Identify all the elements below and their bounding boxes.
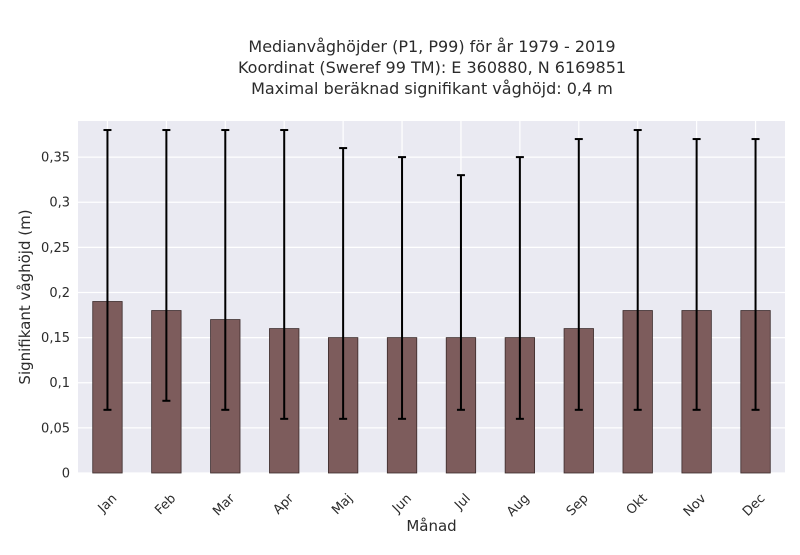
chart-title-line: Medianvåghöjder (P1, P99) för år 1979 - … [248,37,615,56]
y-tick-label: 0,1 [49,376,70,391]
y-tick-label: 0,15 [41,331,70,346]
x-tick-label: Okt [624,491,651,518]
x-tick-label: Sep [564,491,592,519]
x-tick-label: Maj [329,491,356,518]
x-tick-label: Jul [451,491,473,513]
x-axis-ticks: Jan Feb Mar Apr Maj Jun Jul Aug Sep Okt Nov Dec [95,491,769,520]
x-axis-title: Månad [406,517,456,535]
y-tick-label: 0,25 [41,241,70,256]
y-tick-label: 0,2 [49,286,70,301]
x-tick-label: Mar [210,491,238,519]
x-tick-label: Feb [152,491,179,518]
x-tick-label: Jun [389,491,415,517]
x-tick-label: Aug [504,491,533,520]
x-tick-label: Apr [271,491,298,518]
y-tick-label: 0,35 [41,151,70,166]
y-tick-label: 0,3 [49,196,70,211]
x-tick-label: Jan [95,491,120,516]
chart-title-line: Koordinat (Sweref 99 TM): E 360880, N 61… [238,58,626,77]
y-tick-label: 0,05 [41,421,70,436]
chart-title-line: Maximal beräknad signifikant våghöjd: 0,… [251,79,613,98]
y-axis-title: Signifikant våghöjd (m) [16,209,34,384]
chart-title: Medianvåghöjder (P1, P99) för år 1979 - … [238,37,626,98]
plot-area [78,121,785,473]
x-tick-label: Nov [681,491,710,520]
y-axis-ticks: 0 0,05 0,1 0,15 0,2 0,25 0,3 0,35 [41,151,70,482]
error-bars [103,129,760,420]
x-tick-label: Dec [740,491,768,519]
y-tick-label: 0 [62,467,70,482]
